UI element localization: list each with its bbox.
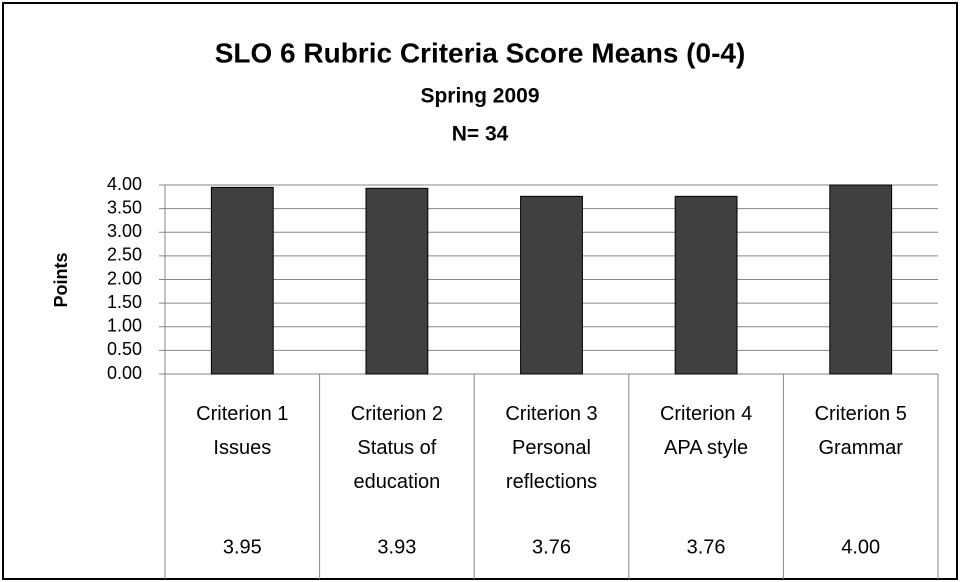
- x-tick-label: Criterion 4 APA style: [660, 403, 752, 459]
- x-tick-label: Criterion 5 Grammar: [815, 403, 907, 459]
- bar: [520, 195, 583, 375]
- x-tick-label: Criterion 2 Status of education: [351, 403, 443, 493]
- y-tick-label: 0.00: [107, 363, 142, 383]
- y-tick-label: 1.00: [107, 316, 142, 336]
- y-tick-label: 3.00: [107, 221, 142, 241]
- chart-title: SLO 6 Rubric Criteria Score Means (0-4): [215, 37, 746, 68]
- chart-subtitle: Spring 2009: [420, 85, 539, 108]
- data-label: 3.93: [377, 536, 416, 558]
- y-tick-label: 1.50: [107, 292, 142, 312]
- data-label: 3.76: [687, 536, 726, 558]
- bar: [365, 187, 429, 375]
- bar: [829, 184, 893, 375]
- data-label: 4.00: [841, 536, 880, 558]
- y-tick-label: 3.50: [107, 197, 142, 217]
- data-label: 3.95: [223, 536, 262, 558]
- y-tick-label: 0.50: [107, 339, 142, 359]
- y-tick-label: 2.50: [107, 245, 142, 265]
- y-tick-label: 2.00: [107, 268, 142, 288]
- x-tick-label: Criterion 1 Issues: [196, 403, 288, 459]
- x-tick-label: Criterion 3 Personal reflections: [505, 403, 597, 493]
- bar: [674, 195, 738, 375]
- chart-subtitle: N= 34: [452, 123, 509, 146]
- y-axis-label: Points: [51, 252, 71, 307]
- bar: [210, 186, 274, 375]
- y-tick-label: 4.00: [107, 174, 142, 194]
- data-label: 3.76: [532, 536, 571, 558]
